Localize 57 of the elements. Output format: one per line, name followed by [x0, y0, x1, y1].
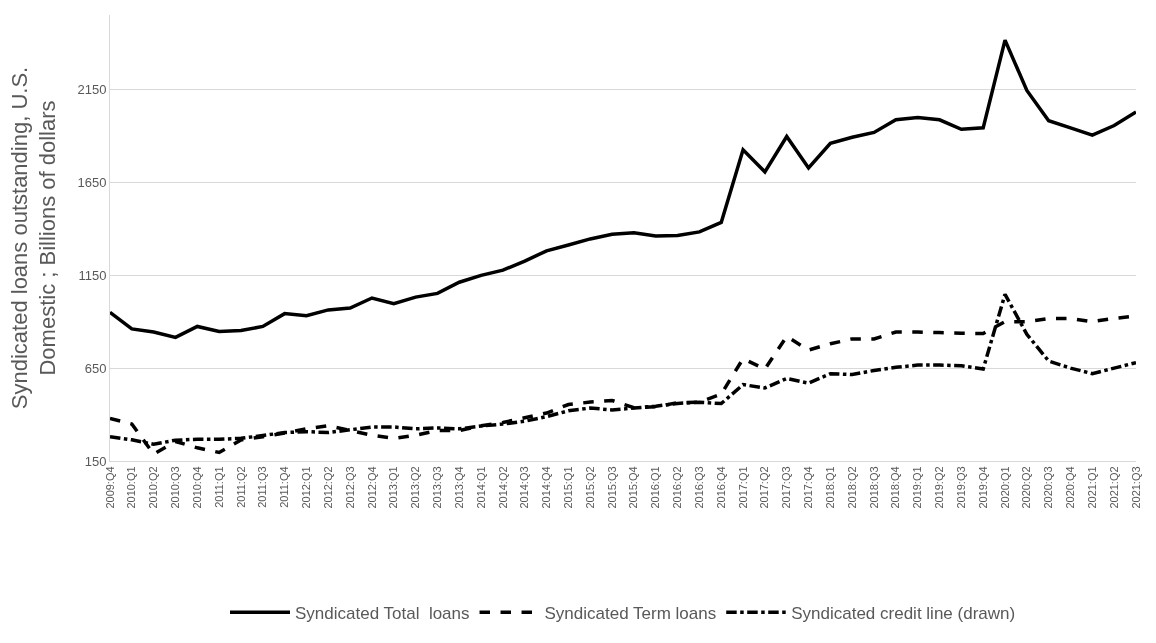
x-tick-label: 2014:Q3 [518, 466, 531, 509]
x-tick-label: 2019:Q4 [976, 466, 989, 509]
x-tick-label: 2011:Q2 [234, 466, 247, 508]
x-tick-label: 2010:Q4 [190, 466, 203, 509]
y-tick-label: 2150 [77, 81, 107, 97]
x-tick-label: 2013:Q1 [387, 466, 400, 509]
x-tick-label: 2012:Q1 [300, 466, 313, 509]
x-tick-label: 2020:Q3 [1042, 466, 1055, 509]
x-tick-label: 2020:Q1 [998, 466, 1011, 509]
legend-label: Syndicated Total loans [295, 603, 470, 623]
x-tick-label: 2010:Q3 [169, 466, 182, 509]
x-tick-label: 2012:Q3 [343, 466, 356, 509]
x-tick-label: 2011:Q3 [256, 466, 269, 508]
x-tick-label: 2019:Q3 [954, 466, 967, 509]
x-tick-label: 2015:Q1 [562, 466, 575, 509]
x-tick-label: 2018:Q2 [845, 466, 858, 509]
x-tick-label: 2014:Q2 [496, 466, 509, 509]
x-tick-label: 2017:Q3 [780, 466, 793, 509]
x-tick-label: 2010:Q2 [147, 466, 160, 509]
x-tick-label: 2018:Q3 [867, 466, 880, 509]
y-tick-label: 650 [84, 360, 107, 376]
x-tick-label: 2017:Q2 [758, 466, 771, 509]
x-tick-label: 2015:Q3 [605, 466, 618, 509]
legend-label: Syndicated credit line (drawn) [791, 603, 1016, 623]
x-tick-label: 2020:Q4 [1064, 466, 1077, 509]
x-tick-label: 2012:Q2 [321, 466, 334, 509]
x-tick-label: 2016:Q3 [692, 466, 705, 509]
x-tick-label: 2021:Q2 [1107, 466, 1120, 509]
x-tick-label: 2009:Q4 [103, 466, 116, 509]
legend-label: Syndicated Term loans [544, 603, 717, 623]
x-tick-label: 2018:Q4 [889, 466, 902, 509]
x-tick-label: 2017:Q4 [802, 466, 815, 509]
x-tick-label: 2013:Q3 [431, 466, 444, 509]
x-tick-label: 2014:Q4 [540, 466, 553, 509]
x-tick-label: 2016:Q2 [671, 466, 684, 509]
y-tick-label: 150 [84, 453, 107, 469]
x-tick-label: 2016:Q4 [714, 466, 727, 509]
x-tick-label: 2019:Q2 [933, 466, 946, 509]
x-tick-label: 2015:Q2 [583, 466, 596, 509]
x-tick-label: 2021:Q1 [1085, 466, 1098, 509]
y-tick-label: 1650 [77, 174, 107, 190]
x-tick-label: 2011:Q1 [212, 466, 225, 508]
x-tick-label: 2017:Q1 [736, 466, 749, 509]
x-tick-label: 2014:Q1 [474, 466, 487, 509]
x-tick-label: 2021:Q3 [1129, 466, 1142, 509]
x-tick-label: 2018:Q1 [823, 466, 836, 509]
x-tick-label: 2016:Q1 [649, 466, 662, 509]
x-tick-label: 2013:Q4 [452, 466, 465, 509]
x-tick-label: 2012:Q4 [365, 466, 378, 509]
y-tick-label: 1150 [78, 267, 107, 283]
x-tick-label: 2015:Q4 [627, 466, 640, 509]
x-tick-label: 2020:Q2 [1020, 466, 1033, 509]
x-tick-label: 2011:Q4 [278, 466, 291, 508]
x-tick-label: 2013:Q2 [409, 466, 422, 509]
x-tick-label: 2019:Q1 [911, 466, 924, 509]
x-tick-label: 2010:Q1 [125, 466, 138, 509]
y-axis-title: Syndicated loans outstanding, U.S. Domestic ; Billions of dollars [6, 66, 61, 410]
